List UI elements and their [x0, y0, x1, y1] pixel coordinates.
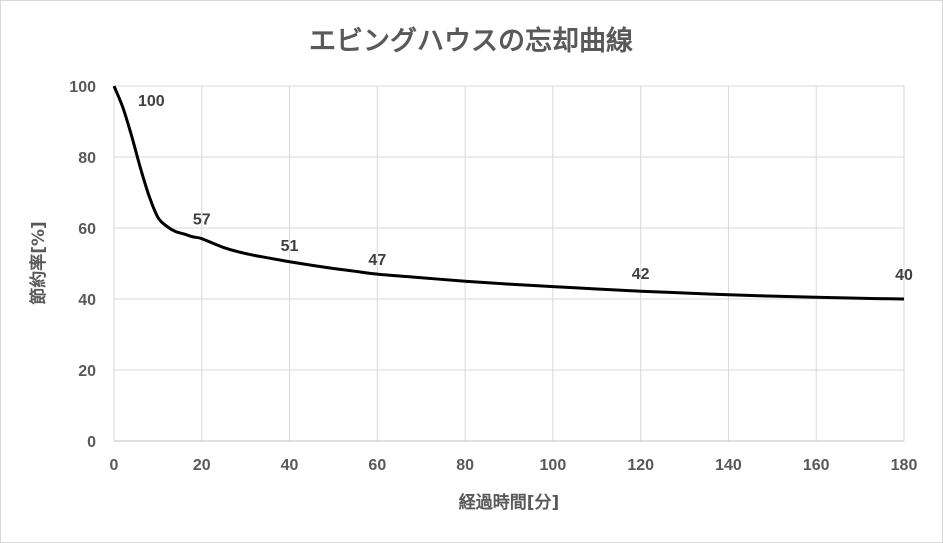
y-tick-label: 20 [78, 363, 96, 380]
tick-labels: 0 20 40 60 80 100 120 140 160 180 0 20 40 60 80 100 [69, 79, 917, 474]
data-label: 40 [895, 267, 913, 284]
x-tick-label: 0 [110, 457, 119, 474]
data-label: 47 [368, 252, 386, 269]
data-label: 42 [632, 266, 650, 283]
x-tick-label: 140 [715, 457, 742, 474]
x-axis-label: 経過時間[分] [459, 492, 560, 513]
data-labels: 100 57 51 47 42 40 [138, 93, 913, 284]
x-tick-label: 20 [193, 457, 211, 474]
data-label: 57 [193, 212, 211, 229]
data-label: 51 [281, 238, 299, 255]
x-tick-label: 100 [540, 457, 567, 474]
chart-title: エビングハウスの忘却曲線 [309, 25, 633, 57]
data-label: 100 [138, 93, 165, 110]
x-tick-label: 180 [891, 457, 918, 474]
x-tick-label: 80 [456, 457, 474, 474]
gridlines [114, 85, 905, 441]
x-tick-label: 160 [803, 457, 830, 474]
axes [113, 86, 904, 442]
x-tick-label: 40 [281, 457, 299, 474]
forgetting-curve-line [112, 85, 905, 301]
x-tick-label: 120 [627, 457, 654, 474]
y-tick-label: 0 [87, 434, 96, 451]
y-tick-label: 80 [78, 150, 96, 167]
y-tick-label: 40 [78, 292, 96, 309]
y-axis-label: 節約率[%] [28, 221, 49, 306]
y-tick-label: 60 [78, 221, 96, 238]
series-layer [112, 85, 905, 301]
x-tick-label: 60 [368, 457, 386, 474]
y-tick-label: 100 [69, 79, 96, 96]
